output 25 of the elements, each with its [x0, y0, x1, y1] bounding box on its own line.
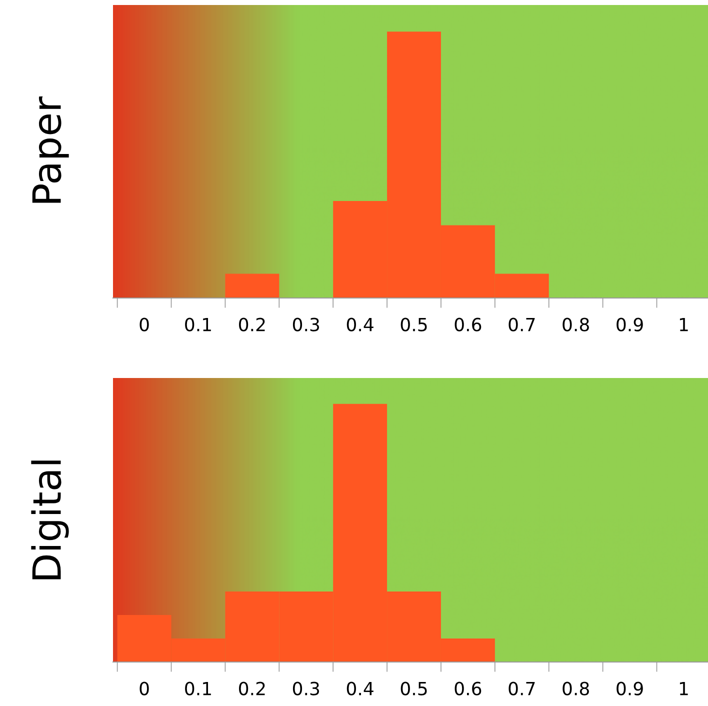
x-tick-label: 0.2 [239, 318, 265, 332]
x-tick-label: 0.8 [562, 682, 589, 696]
y-axis-title: Paper [32, 96, 69, 203]
x-tick-label: 0.6 [454, 318, 482, 332]
x-tick-label: 0.7 [508, 682, 535, 696]
x-tick-label: 0.8 [562, 318, 589, 332]
x-tick-label: 0.4 [346, 682, 374, 696]
x-tick-label: 0.5 [400, 682, 427, 696]
x-tick-label: 0.4 [346, 318, 374, 332]
x-tick-label: 0 [140, 318, 149, 332]
x-tick-label: 0.1 [185, 682, 211, 696]
x-tick-label: 0 [140, 682, 149, 696]
x-tick-label: 0.2 [239, 682, 265, 696]
x-tick-label: 0.1 [185, 318, 211, 332]
x-tick-label: 0.3 [292, 682, 320, 696]
x-tick-label: 1 [680, 318, 688, 332]
x-tick-label: 0.7 [508, 318, 535, 332]
y-axis-title: Digital [31, 460, 69, 580]
x-tick-label: 0.5 [400, 318, 427, 332]
x-tick-label: 0.3 [292, 318, 320, 332]
bar [225, 274, 280, 298]
x-tick-label: 1 [680, 682, 688, 696]
x-tick-label: 0.9 [616, 318, 643, 332]
x-tick-label: 0.6 [454, 682, 482, 696]
x-tick-label: 0.9 [616, 682, 643, 696]
